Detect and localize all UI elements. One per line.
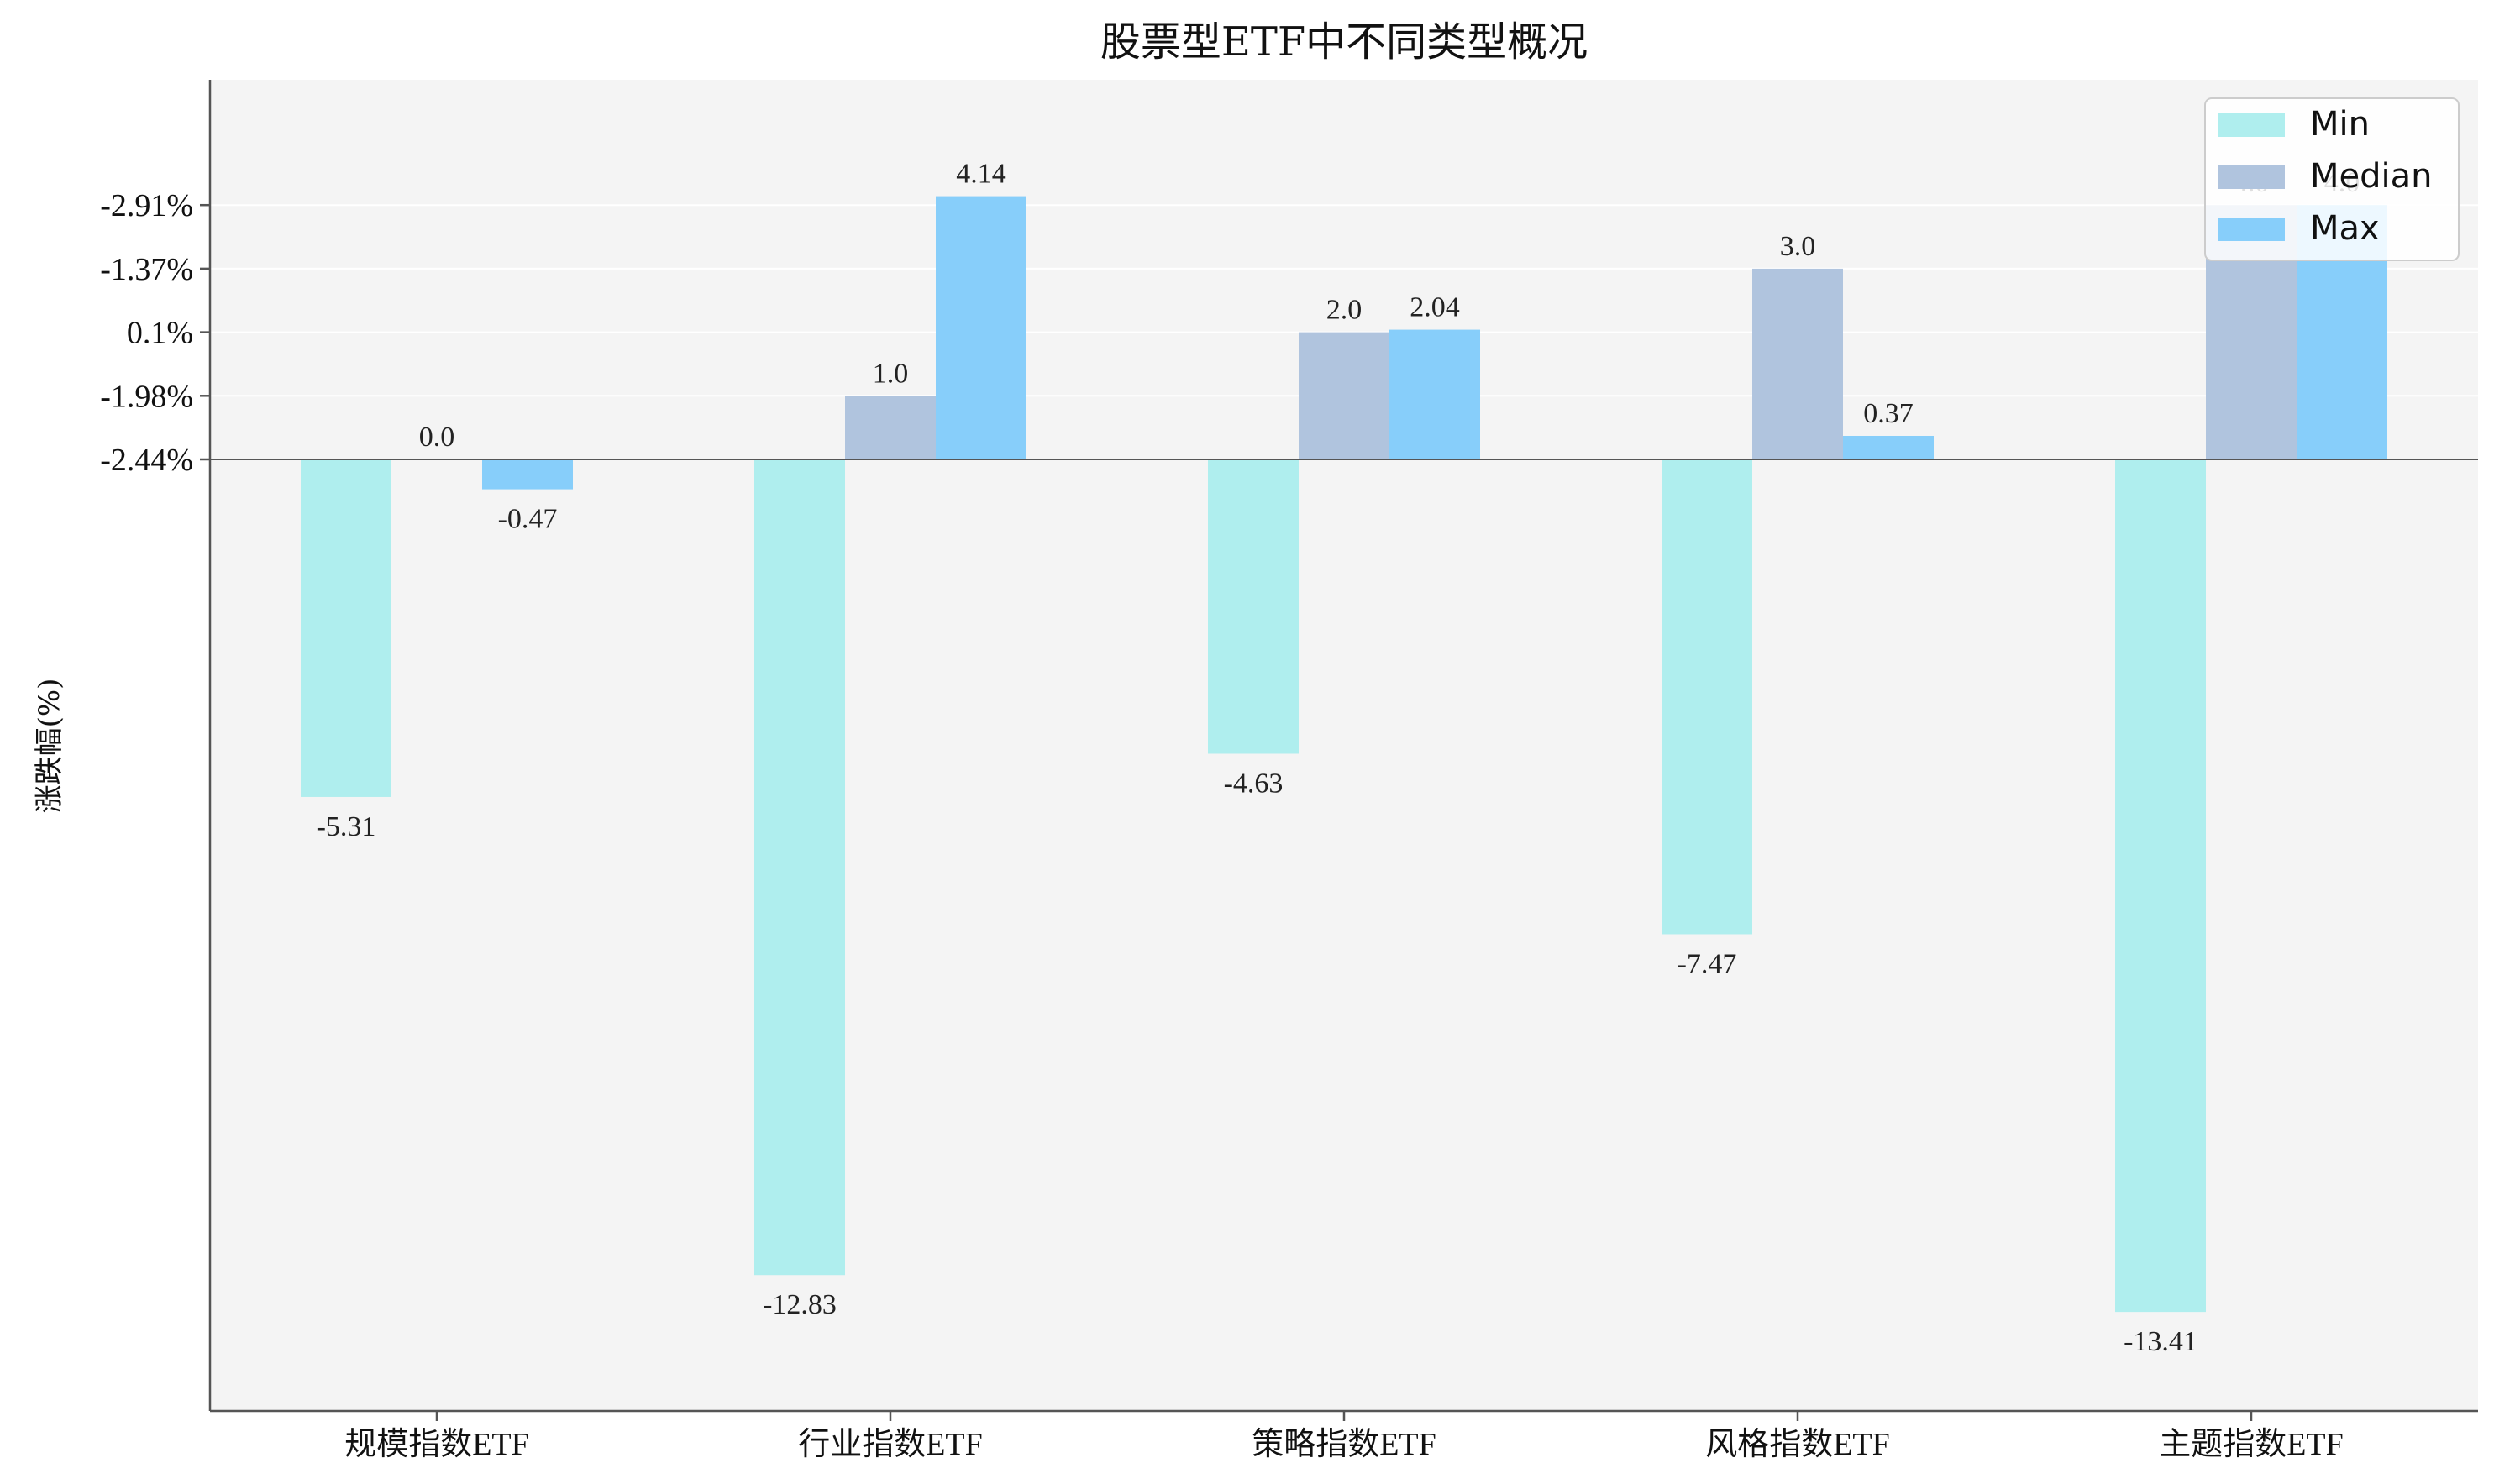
data-label: 0.37 (1863, 398, 1914, 429)
y-axis-label: 涨跌幅(%) (33, 679, 66, 814)
x-ticks: 规模指数ETF 行业指数ETF 策略指数ETF 风格指数ETF 主题指数ETF (344, 1411, 2344, 1462)
bar-median (845, 396, 936, 459)
data-label: 2.04 (1410, 292, 1460, 323)
y-tick-label: -2.44% (100, 443, 193, 478)
legend: Min Median Max (2204, 97, 2460, 261)
bar-max (482, 459, 573, 490)
data-label: 4.14 (956, 159, 1006, 190)
x-tick-label: 规模指数ETF (344, 1427, 529, 1462)
bar-max (1843, 435, 1934, 459)
bar-median (1752, 268, 1843, 459)
plot-area (210, 80, 2478, 1411)
bar-min (2115, 459, 2206, 1313)
legend-swatch-median (2218, 165, 2285, 189)
data-label: 0.0 (419, 422, 455, 453)
legend-label: Median (2310, 157, 2433, 196)
chart-title: 股票型ETF中不同类型概况 (1100, 18, 1588, 66)
x-tick-label: 行业指数ETF (798, 1427, 983, 1462)
data-label: -7.47 (1678, 948, 1737, 979)
legend-label: Min (2310, 105, 2370, 144)
bar-min (754, 459, 845, 1276)
bars (301, 196, 2387, 1313)
data-label: 2.0 (1326, 295, 1363, 326)
x-tick-label: 策略指数ETF (1252, 1427, 1436, 1462)
legend-swatch-max (2218, 218, 2285, 241)
bar-max (1389, 329, 1480, 459)
x-tick-label: 风格指数ETF (1705, 1427, 1890, 1462)
data-label: 1.0 (873, 358, 909, 389)
bar-median (1299, 332, 1389, 459)
y-tick-label: 0.1% (127, 316, 193, 351)
data-label: 3.0 (1780, 231, 1816, 262)
legend-label: Max (2310, 209, 2380, 248)
data-label: -4.63 (1224, 768, 1284, 799)
bar-min (1208, 459, 1299, 754)
y-ticks: -2.44% -1.98% 0.1% -1.37% -2.91% (100, 188, 210, 478)
bar-min (1662, 459, 1752, 935)
bar-max (936, 196, 1026, 460)
y-tick-label: -1.98% (100, 379, 193, 414)
data-label: -12.83 (763, 1289, 837, 1320)
data-label: -13.41 (2124, 1326, 2197, 1357)
y-tick-label: -1.37% (100, 252, 193, 287)
legend-swatch-min (2218, 113, 2285, 137)
bar-min (301, 459, 391, 797)
y-tick-label: -2.91% (100, 188, 193, 223)
data-label: -5.31 (317, 811, 376, 842)
x-tick-label: 主题指数ETF (2159, 1427, 2344, 1462)
data-label: -0.47 (498, 504, 558, 535)
